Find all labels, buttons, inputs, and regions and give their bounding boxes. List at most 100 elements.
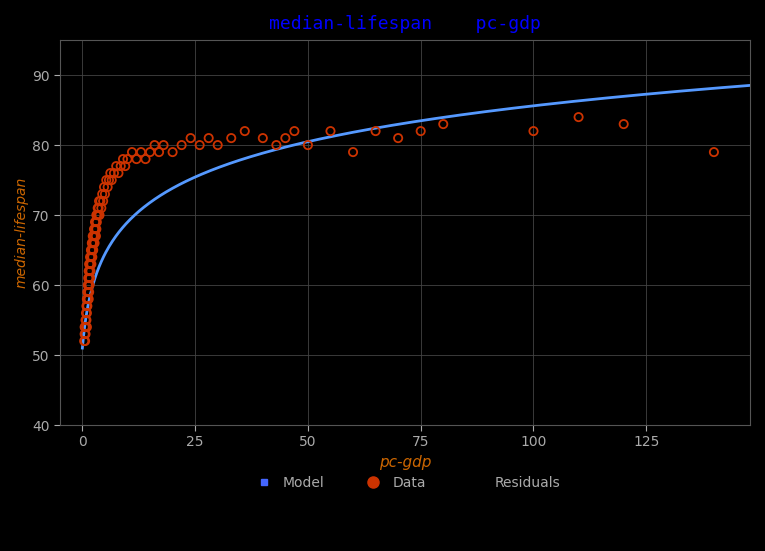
Point	[270, 141, 282, 149]
Point	[130, 155, 142, 164]
Point	[87, 239, 99, 247]
Point	[83, 288, 96, 296]
Point	[82, 288, 94, 296]
Point	[279, 134, 291, 143]
Point	[347, 148, 359, 156]
Point	[135, 148, 147, 156]
Point	[80, 329, 92, 338]
Point	[144, 148, 156, 156]
Point	[100, 176, 112, 185]
Point	[81, 301, 93, 310]
Point	[83, 280, 95, 289]
Point	[84, 260, 96, 268]
Point	[89, 225, 101, 234]
Point	[83, 274, 96, 283]
Point	[83, 295, 95, 304]
Point	[93, 204, 105, 213]
Point	[79, 329, 91, 338]
Point	[117, 155, 129, 164]
Point	[122, 155, 134, 164]
Point	[104, 169, 116, 177]
Point	[86, 231, 99, 240]
Point	[139, 155, 151, 164]
Point	[82, 295, 94, 304]
Point	[85, 253, 97, 262]
Point	[527, 127, 539, 136]
Point	[126, 148, 138, 156]
Point	[80, 301, 93, 310]
Point	[81, 288, 93, 296]
Point	[91, 218, 103, 226]
Point	[83, 260, 96, 268]
Point	[102, 183, 114, 192]
Point	[84, 274, 96, 283]
Point	[84, 260, 96, 268]
Point	[86, 246, 99, 255]
Point	[82, 280, 94, 289]
Point	[83, 267, 95, 276]
Point	[194, 141, 206, 149]
Point	[87, 246, 99, 255]
Point	[83, 267, 96, 276]
Point	[90, 231, 102, 240]
Point	[85, 253, 97, 262]
Point	[257, 134, 269, 143]
Point	[437, 120, 449, 128]
Point	[90, 210, 103, 219]
Point	[167, 148, 179, 156]
Point	[86, 239, 98, 247]
Point	[94, 197, 106, 206]
Point	[90, 225, 102, 234]
Point	[212, 141, 224, 149]
Title: median-lifespan    pc-gdp: median-lifespan pc-gdp	[269, 15, 541, 33]
Point	[103, 176, 115, 185]
Point	[203, 134, 215, 143]
Point	[92, 204, 104, 213]
Point	[115, 161, 127, 170]
Point	[95, 204, 107, 213]
Point	[79, 337, 91, 345]
Legend: Model, Data, Residuals: Model, Data, Residuals	[244, 470, 565, 495]
Point	[415, 127, 427, 136]
Point	[79, 323, 91, 332]
Point	[302, 141, 314, 149]
Point	[92, 210, 104, 219]
Point	[239, 127, 251, 136]
Point	[96, 190, 109, 198]
Point	[148, 141, 161, 149]
Point	[81, 323, 93, 332]
Point	[78, 337, 90, 345]
Point	[184, 134, 197, 143]
X-axis label: pc-gdp: pc-gdp	[379, 455, 431, 470]
Point	[89, 231, 101, 240]
Point	[80, 309, 92, 317]
Point	[93, 210, 106, 219]
Point	[85, 246, 97, 255]
Point	[90, 225, 103, 234]
Point	[110, 161, 122, 170]
Point	[392, 134, 404, 143]
Point	[87, 231, 99, 240]
Point	[153, 148, 165, 156]
Point	[97, 197, 109, 206]
Y-axis label: median-lifespan: median-lifespan	[15, 177, 29, 288]
Point	[80, 316, 92, 325]
Point	[83, 280, 96, 289]
Point	[89, 239, 101, 247]
Point	[89, 218, 101, 226]
Point	[91, 210, 103, 219]
Point	[86, 253, 99, 262]
Point	[82, 274, 94, 283]
Point	[81, 309, 93, 317]
Point	[225, 134, 237, 143]
Point	[85, 260, 97, 268]
Point	[324, 127, 337, 136]
Point	[80, 323, 92, 332]
Point	[84, 267, 96, 276]
Point	[572, 113, 584, 122]
Point	[88, 231, 100, 240]
Point	[80, 316, 93, 325]
Point	[175, 141, 187, 149]
Point	[98, 183, 110, 192]
Point	[81, 295, 93, 304]
